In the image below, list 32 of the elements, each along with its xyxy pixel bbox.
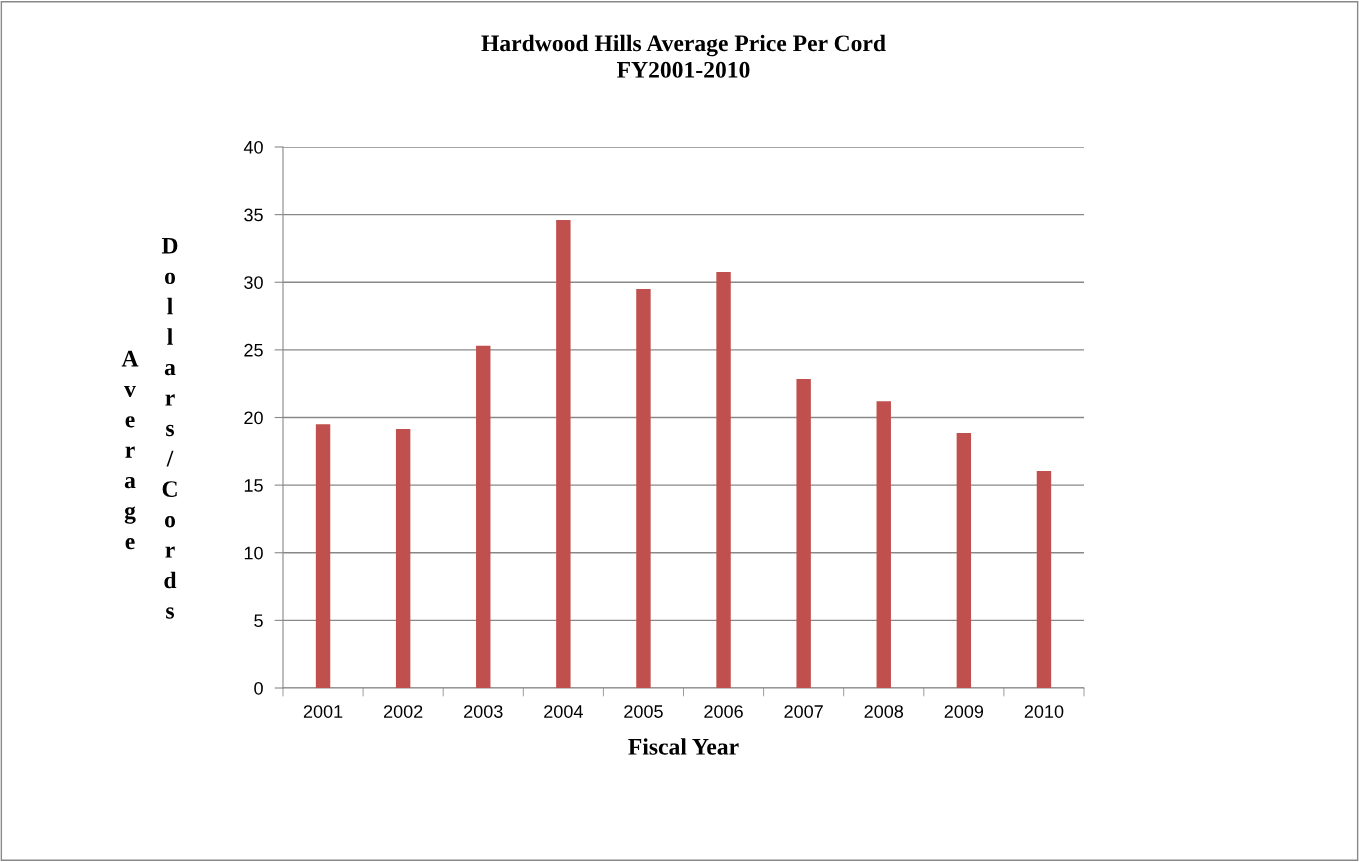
bar (315, 424, 331, 688)
x-tick-label: 2001 (303, 705, 343, 718)
y-tick-label: 35 (244, 208, 263, 222)
y-tick-label: 15 (244, 479, 263, 492)
y-tick-label: 10 (244, 546, 263, 560)
x-tick-label: 2004 (544, 705, 583, 718)
x-tick-label: 2010 (1024, 705, 1064, 718)
bar (556, 220, 571, 688)
bar (636, 289, 651, 688)
x-tick-label: 2008 (864, 705, 904, 718)
bar (956, 433, 972, 688)
text: Average Dollars/Cords (121, 237, 178, 619)
bar (796, 378, 811, 688)
y-tick-label: 0 (254, 681, 263, 695)
x-tick-label: 2002 (383, 705, 423, 718)
x-tick-label: 2003 (464, 705, 503, 718)
bar (876, 401, 891, 688)
x-tick-label: 2005 (624, 705, 663, 718)
x-tick-label: 2006 (704, 705, 743, 718)
x-axis-title: Fiscal Year (628, 738, 739, 755)
bar (395, 429, 411, 688)
x-tick-label: 2007 (784, 705, 823, 718)
x-tick-label: 2009 (944, 705, 984, 718)
y-tick-label: 30 (244, 276, 263, 289)
y-tick-label: 40 (243, 140, 263, 154)
bar (476, 345, 491, 688)
y-tick-label: 5 (254, 614, 263, 628)
bar (1036, 470, 1052, 688)
bar (716, 272, 731, 688)
y-tick-label: 20 (244, 411, 263, 425)
y-tick-label: 25 (244, 343, 263, 357)
chart-title: Hardwood Hills Average Price Per Cord FY2001-2010 (481, 34, 886, 78)
